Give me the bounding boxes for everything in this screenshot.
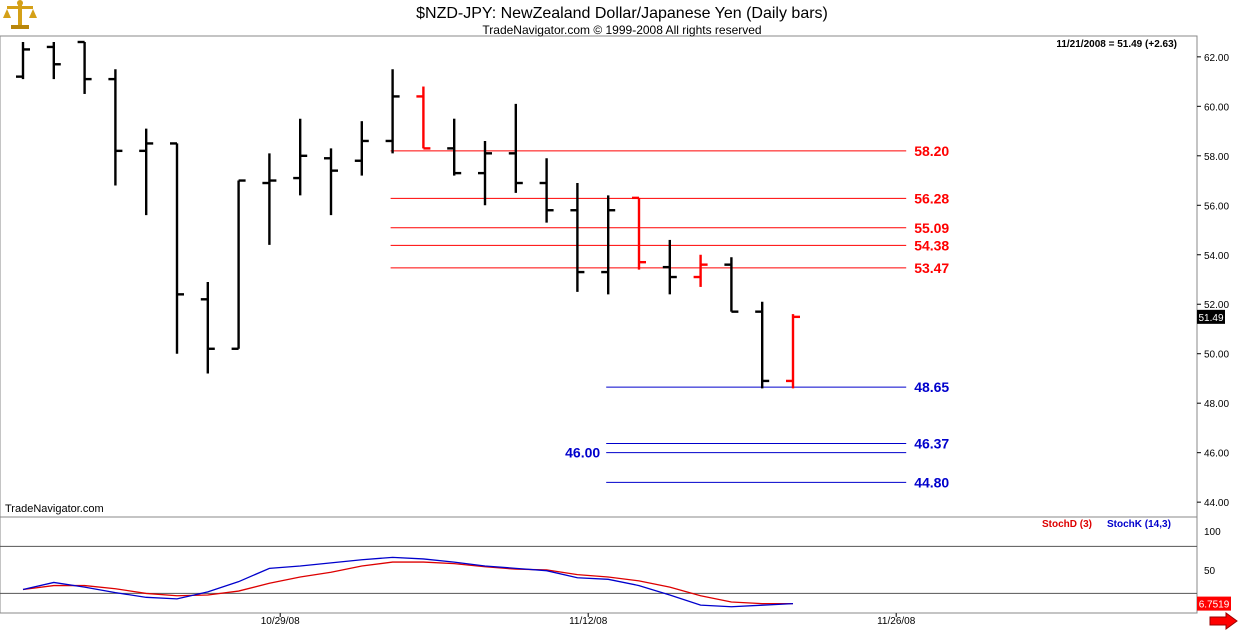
ohlc-bar <box>447 118 462 176</box>
price-panel-frame <box>0 35 1198 518</box>
level-label: 54.38 <box>914 237 949 253</box>
ohlc-bar <box>385 69 400 154</box>
y-tick-label: 58.00 <box>1204 152 1229 163</box>
ohlc-bar <box>601 195 616 295</box>
ohlc-bar <box>478 140 492 206</box>
ohlc-bar <box>416 86 431 150</box>
chart-title: $NZD-JPY: NewZealand Dollar/Japanese Yen… <box>416 5 828 22</box>
ohlc-bar <box>77 40 92 94</box>
stochastic-panel-frame <box>0 516 1198 614</box>
stochastic-chart <box>0 545 1197 608</box>
y-tick-label: 60.00 <box>1204 102 1229 113</box>
stoch-last-label: 6.7519 <box>1199 600 1230 611</box>
y-tick-label: 46.00 <box>1204 449 1229 460</box>
ohlc-bar <box>200 281 215 374</box>
ohlc-bar <box>755 301 770 389</box>
ohlc-bar <box>262 153 277 245</box>
level-label: 55.09 <box>914 220 949 236</box>
ohlc-bar <box>354 121 369 176</box>
watermark-text: TradeNavigator.com <box>5 503 104 515</box>
last-quote-text: 11/21/2008 = 51.49 (+2.63) <box>1056 39 1177 50</box>
scroll-right-arrow-icon[interactable] <box>1209 612 1238 630</box>
y-tick-label: 62.00 <box>1204 53 1229 64</box>
stoch-y-label: 100 <box>1204 527 1221 538</box>
ohlc-bar <box>632 196 646 270</box>
level-label: 46.37 <box>914 436 949 452</box>
x-tick-label: 11/26/08 <box>877 616 916 627</box>
level-label: 48.65 <box>914 379 949 395</box>
stoch-y-label: 50 <box>1204 566 1216 577</box>
level-label: 46.00 <box>565 445 600 461</box>
ohlc-bar <box>539 158 554 223</box>
last-price-label: 51.49 <box>1198 313 1223 324</box>
level-label: 58.20 <box>914 143 949 159</box>
ohlc-bar <box>139 128 154 216</box>
legend-stoch-k: StochK (14,3) <box>1107 519 1171 530</box>
ohlc-bar <box>46 42 61 80</box>
level-label: 56.28 <box>914 190 949 206</box>
y-tick-label: 48.00 <box>1204 399 1229 410</box>
y-tick-label: 52.00 <box>1204 300 1229 311</box>
level-label: 53.47 <box>914 260 949 276</box>
copyright-text: TradeNavigator.com © 1999-2008 All right… <box>482 23 761 37</box>
y-tick-label: 54.00 <box>1204 251 1229 262</box>
ohlc-bar <box>324 148 338 216</box>
stoch-k-line <box>22 556 794 608</box>
ohlc-bar <box>693 254 708 287</box>
y-tick-label: 56.00 <box>1204 201 1229 212</box>
ohlc-bar <box>108 69 123 186</box>
ohlc-bar <box>170 142 184 354</box>
last-price-box <box>1197 309 1225 324</box>
ohlc-bar <box>724 257 739 313</box>
ohlc-bar <box>231 179 246 350</box>
scales-icon[interactable] <box>3 0 37 29</box>
axes: 44.00 46.00 48.00 50.00 52.00 54.00 56.00 58.00… <box>261 53 1231 627</box>
legend-stoch-d: StochD (3) <box>1042 519 1092 530</box>
stoch-d-line <box>22 561 793 605</box>
x-tick-label: 10/29/08 <box>261 616 300 627</box>
y-tick-label: 44.00 <box>1204 498 1229 509</box>
ohlc-bar <box>662 239 677 295</box>
y-tick-label: 50.00 <box>1204 350 1229 361</box>
level-label: 44.80 <box>914 474 949 490</box>
x-tick-label: 11/12/08 <box>569 616 608 627</box>
ohlc-bar <box>16 42 30 80</box>
ohlc-bar <box>786 314 800 389</box>
stoch-last-box <box>1197 596 1231 611</box>
ohlc-bar <box>508 103 523 193</box>
ohlc-bar <box>570 183 585 292</box>
ohlc-bar <box>293 118 308 196</box>
